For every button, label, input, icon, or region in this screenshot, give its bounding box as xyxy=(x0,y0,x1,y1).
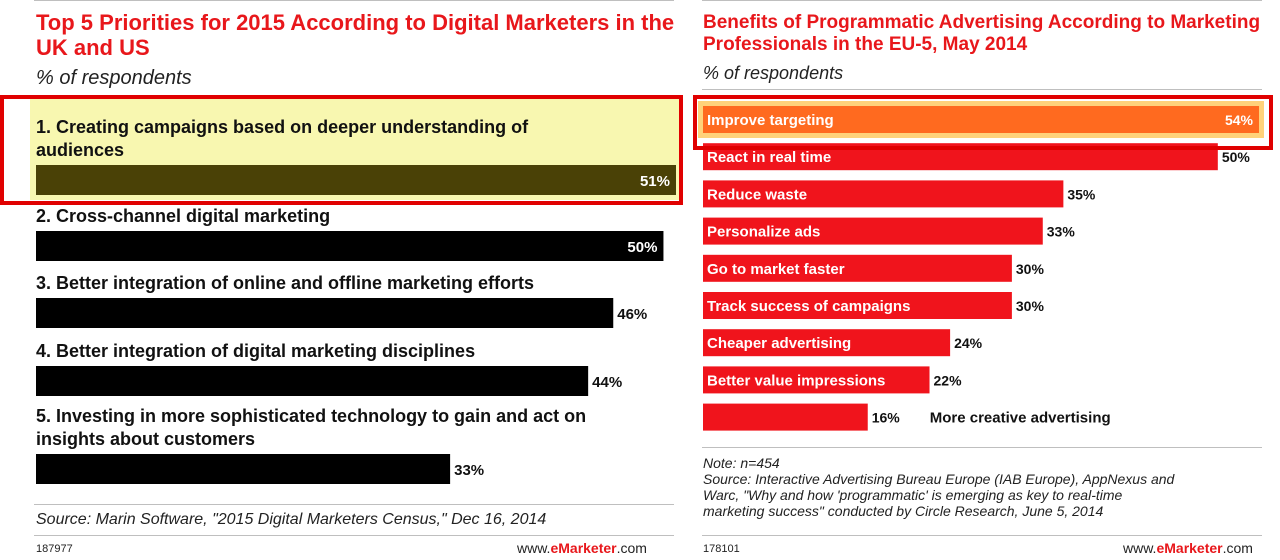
highlight-box xyxy=(0,95,683,205)
value-label: 35% xyxy=(1067,186,1096,202)
brand-suffix: .com xyxy=(616,540,647,556)
category-label: React in real time xyxy=(707,149,831,166)
category-label: 5. Investing in more sophisticated techn… xyxy=(36,406,586,426)
category-label: Improve targeting xyxy=(707,112,834,129)
value-label: 30% xyxy=(1016,261,1045,277)
top-rule xyxy=(34,0,674,1)
category-label: Personalize ads xyxy=(707,224,820,241)
source-line: Warc, "Why and how 'programmatic' is eme… xyxy=(703,487,1123,504)
category-label: 1. Creating campaigns based on deeper un… xyxy=(36,117,529,137)
bar xyxy=(703,403,868,431)
value-label: 24% xyxy=(954,335,983,351)
note-rule xyxy=(702,447,1262,448)
brand-prefix: www. xyxy=(517,540,551,556)
brand-suffix: .com xyxy=(1222,540,1253,556)
bar xyxy=(36,366,589,396)
brand-logo: www.eMarketer.com xyxy=(1123,540,1253,556)
footer-rule xyxy=(702,535,1262,536)
bar xyxy=(36,231,664,261)
right-chart-panel: Benefits of Programmatic Advertising Acc… xyxy=(690,0,1280,560)
chart-subtitle: % of respondents xyxy=(36,67,192,89)
value-label: 46% xyxy=(617,306,647,323)
category-label: Reduce waste xyxy=(707,186,807,203)
bar xyxy=(703,366,930,394)
header-rule xyxy=(702,89,1262,90)
brand-name: eMarketer xyxy=(1156,540,1223,556)
value-label: 33% xyxy=(454,462,484,479)
source-line: Source: Interactive Advertising Bureau E… xyxy=(703,471,1175,487)
category-label: insights about customers xyxy=(36,429,255,449)
category-label: Cheaper advertising xyxy=(707,335,851,352)
bar xyxy=(703,329,951,357)
value-label: 30% xyxy=(1016,298,1045,314)
value-label: 50% xyxy=(1222,149,1251,165)
bar xyxy=(703,292,1012,319)
left-bar-chart: 1. Creating campaigns based on deeper un… xyxy=(0,95,683,484)
category-label: 4. Better integration of digital marketi… xyxy=(36,341,475,361)
category-label: More creative advertising xyxy=(930,410,1111,427)
bar xyxy=(703,180,1064,208)
chart-source: Source: Marin Software, "2015 Digital Ma… xyxy=(36,511,547,528)
chart-subtitle: % of respondents xyxy=(703,63,844,83)
value-label: 16% xyxy=(872,410,901,426)
chart-title: Benefits of Programmatic Advertising Acc… xyxy=(703,12,1261,55)
chart-note: Note: n=454 xyxy=(703,455,780,471)
brand-name: eMarketer xyxy=(550,540,617,556)
top-rule xyxy=(702,0,1262,1)
bar xyxy=(703,217,1043,245)
category-label: audiences xyxy=(36,140,124,160)
bar xyxy=(36,454,451,484)
value-label: 51% xyxy=(640,173,670,190)
brand-prefix: www. xyxy=(1123,540,1157,556)
bar xyxy=(703,254,1012,282)
bar xyxy=(703,106,1259,133)
source-rule xyxy=(34,504,674,505)
left-chart-panel: Top 5 Priorities for 2015 According to D… xyxy=(0,0,683,556)
category-label: Better value impressions xyxy=(707,372,885,389)
source-line: marketing success" conducted by Circle R… xyxy=(703,503,1104,520)
brand-logo: www.eMarketer.com xyxy=(517,540,647,556)
value-label: 50% xyxy=(627,239,657,256)
value-label: 33% xyxy=(1047,224,1076,240)
chart-id: 187977 xyxy=(36,543,73,555)
bar xyxy=(36,165,676,195)
category-label: Go to market faster xyxy=(707,261,845,278)
value-label: 44% xyxy=(592,374,622,391)
right-bar-chart: Improve targeting 54% React in real time 50… xyxy=(693,95,1273,431)
value-label: 22% xyxy=(934,372,963,388)
chart-title: Top 5 Priorities for 2015 According to D… xyxy=(36,10,675,61)
highlight-box xyxy=(693,95,1273,150)
category-label: 3. Better integration of online and offl… xyxy=(36,273,534,293)
footer-rule xyxy=(34,535,674,536)
chart-id: 178101 xyxy=(703,543,740,555)
value-label: 54% xyxy=(1225,112,1254,128)
chart-source: Source: Interactive Advertising Bureau E… xyxy=(703,471,1174,519)
bar xyxy=(36,298,614,328)
category-label: 2. Cross-channel digital marketing xyxy=(36,206,330,226)
category-label: Track success of campaigns xyxy=(707,298,910,315)
